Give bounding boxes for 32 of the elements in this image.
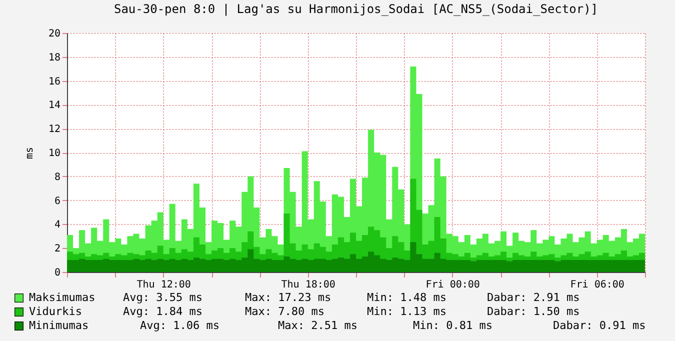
text: Min: 1.48 ms xyxy=(367,291,446,304)
text: Avg: 3.55 ms xyxy=(123,291,202,304)
y-tick-label: 18 xyxy=(48,52,60,64)
y-tick-label: 4 xyxy=(54,220,60,231)
x-tick-label: Fri 00:00 xyxy=(426,280,480,290)
chart-title: Sau-30-pen 8:0 | Lag'as su Harmonijos_Sodai [AC_NS5_(Sodai_Sector)] xyxy=(114,2,598,16)
text: Dabar: 1.50 ms xyxy=(487,305,580,318)
text: Max: 7.80 ms xyxy=(245,305,324,318)
text: Avg: 1.84 ms xyxy=(123,305,202,318)
legend-label: Vidurkis xyxy=(29,305,82,318)
x-tick-label: Thu 18:00 xyxy=(281,280,336,290)
y-tick-label: 14 xyxy=(48,100,60,112)
x-tick-label: Thu 12:00 xyxy=(136,280,191,290)
y-tick-label: 0 xyxy=(54,268,60,278)
text: Min: 1.13 ms xyxy=(367,305,446,318)
y-tick-label: 20 xyxy=(48,28,60,40)
y-tick-label: 8 xyxy=(54,172,60,183)
text: Dabar: 0.91 ms xyxy=(553,319,646,332)
x-tick-label: Fri 06:00 xyxy=(570,280,624,290)
legend-label: Maksimumas xyxy=(29,291,96,304)
text: Max: 2.51 ms xyxy=(278,319,358,332)
text: Dabar: 2.91 ms xyxy=(487,291,580,304)
y-tick-label: 12 xyxy=(48,124,60,136)
y-axis-title: ms xyxy=(24,146,36,160)
y-tick-label: 2 xyxy=(54,244,60,255)
legend-label: Minimumas xyxy=(29,319,89,332)
y-tick-label: 6 xyxy=(54,196,60,207)
y-tick-label: 16 xyxy=(48,76,60,88)
y-tick-label: 10 xyxy=(48,148,60,159)
text: Max: 17.23 ms xyxy=(245,291,332,304)
text: Min: 0.81 ms xyxy=(413,319,492,332)
text: Avg: 1.06 ms xyxy=(140,319,220,332)
